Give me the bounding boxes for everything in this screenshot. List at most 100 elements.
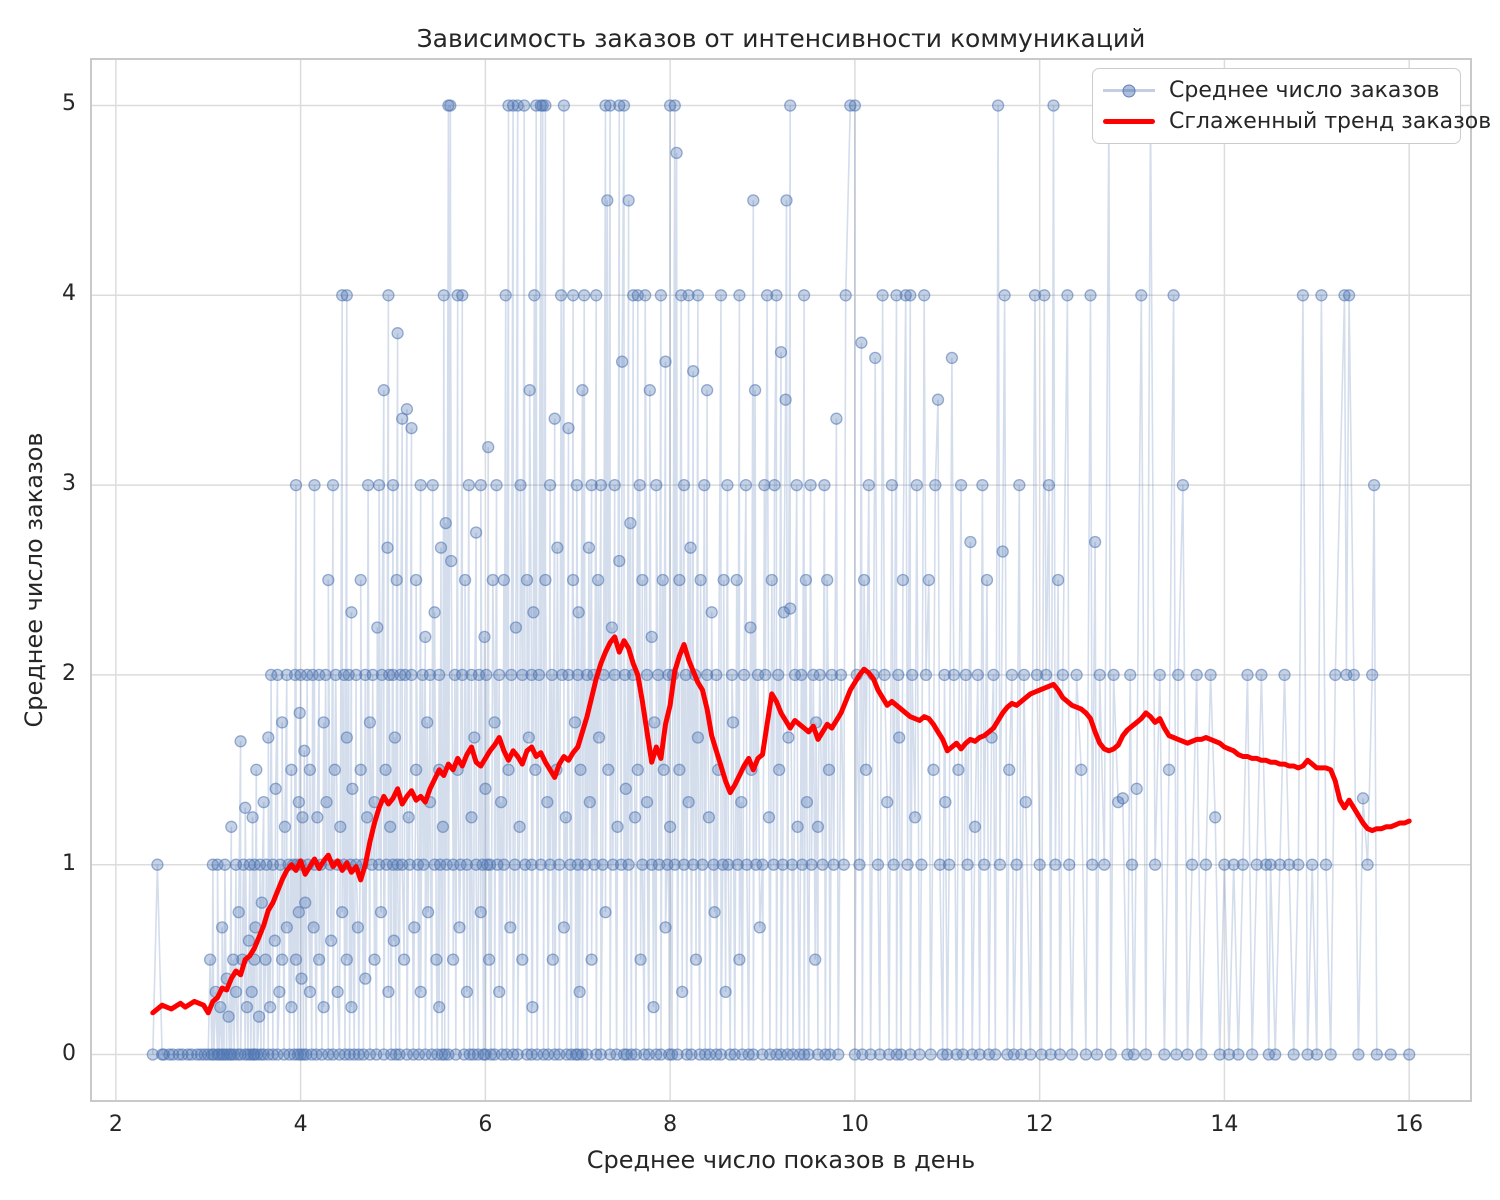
scatter-point: [384, 820, 397, 833]
scatter-point: [242, 934, 256, 947]
scatter-point: [802, 1048, 815, 1061]
scatter-point: [229, 985, 243, 999]
scatter-point: [768, 478, 781, 492]
scatter-point: [548, 1048, 561, 1061]
scatter-point: [293, 706, 306, 720]
scatter-point: [950, 1048, 963, 1061]
scatter-point: [651, 668, 665, 682]
scatter-point: [439, 516, 452, 530]
scatter-point: [328, 763, 341, 776]
scatter-point: [689, 953, 703, 966]
scatter-point: [548, 412, 561, 425]
scatter-point: [1185, 858, 1199, 871]
scatter-point: [583, 795, 596, 809]
scatter-point: [1017, 668, 1031, 682]
scatter-point: [571, 668, 584, 682]
scatter-point: [405, 668, 418, 682]
scatter-point: [640, 668, 654, 682]
scatter-point: [619, 782, 632, 795]
scatter-point: [737, 668, 751, 682]
scatter-point: [1010, 858, 1023, 871]
scatter-point: [506, 1048, 520, 1061]
scatter-point: [354, 763, 367, 776]
scatter-point: [1324, 1048, 1337, 1061]
scatter-point: [297, 1048, 310, 1061]
scatter-point: [890, 289, 903, 302]
scatter-point: [717, 573, 730, 587]
scatter-point: [497, 573, 511, 587]
scatter-point: [862, 478, 875, 492]
scatter-point: [791, 820, 804, 833]
scatter-point: [901, 858, 914, 871]
legend-item-scatter: Среднее число заказов: [1103, 77, 1446, 104]
y-tick-label: 2: [62, 660, 76, 686]
scatter-point: [1098, 858, 1111, 871]
scatter-point: [257, 1048, 270, 1061]
scatter-point: [636, 573, 649, 587]
scatter-point: [214, 1000, 227, 1014]
scatter-point: [1090, 1048, 1104, 1061]
scatter-point: [573, 985, 586, 999]
scatter-point: [391, 858, 404, 871]
scatter-point: [320, 795, 333, 809]
scatter-point: [726, 716, 740, 729]
scatter-point: [793, 1048, 806, 1061]
scatter-point: [1162, 763, 1176, 776]
scatter-point: [927, 763, 940, 776]
scatter-point: [1086, 858, 1099, 871]
scatter-point: [788, 668, 802, 682]
scatter-point: [405, 421, 418, 435]
scatter-point: [590, 289, 603, 302]
scatter-point: [673, 763, 686, 776]
scatter-point: [731, 858, 744, 871]
scatter-point: [613, 554, 626, 568]
scatter-point: [572, 606, 585, 619]
scatter-point: [308, 478, 321, 492]
scatter-point: [1003, 763, 1016, 776]
scatter-point: [260, 858, 273, 871]
scatter-point: [819, 1048, 832, 1061]
scatter-point: [941, 1048, 954, 1061]
scatter-point: [1278, 668, 1291, 682]
scatter-point: [714, 289, 728, 302]
scatter-point: [773, 763, 786, 776]
scatter-point: [469, 526, 483, 539]
scatter-point: [1124, 668, 1137, 682]
y-tick-label: 3: [62, 471, 76, 497]
scatter-point: [449, 1048, 462, 1061]
scatter-point: [340, 289, 353, 302]
scatter-point: [797, 289, 811, 302]
scatter-point: [682, 795, 695, 809]
scatter-point: [414, 478, 427, 492]
scatter-point: [250, 763, 263, 776]
scatter-point: [805, 858, 818, 871]
scatter-point: [453, 921, 466, 934]
y-tick-label: 4: [62, 281, 76, 307]
scatter-point: [982, 1048, 996, 1061]
scatter-point: [326, 478, 340, 492]
scatter-point: [163, 1048, 176, 1061]
scatter-point: [312, 668, 326, 682]
scatter-point: [663, 820, 677, 833]
scatter-point: [710, 668, 723, 682]
scatter-point: [976, 478, 989, 492]
scatter-point: [349, 668, 363, 682]
scatter-point: [539, 573, 552, 587]
scatter-point: [298, 744, 311, 757]
scatter-point: [1227, 858, 1240, 871]
scatter-point: [582, 541, 596, 554]
scatter-point: [245, 985, 258, 999]
scatter-point: [396, 412, 409, 425]
scatter-point: [433, 858, 447, 871]
legend-item-trend: Сглаженный тренд заказов: [1103, 108, 1491, 135]
scatter-point: [634, 953, 647, 966]
scatter-point: [629, 1048, 643, 1061]
scatter-point: [423, 668, 437, 682]
scatter-point: [687, 858, 700, 871]
scatter-point: [440, 858, 453, 871]
scatter-point: [924, 1048, 937, 1061]
plot-area: [90, 58, 1472, 1102]
scatter-point: [513, 820, 526, 833]
scatter-point: [1319, 858, 1333, 871]
scatter-point: [363, 1048, 377, 1061]
